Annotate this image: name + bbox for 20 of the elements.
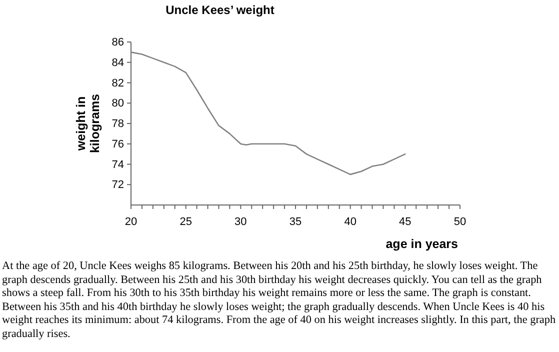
x-tick-label: 50	[454, 216, 466, 228]
y-tick-label: 84	[112, 56, 124, 69]
x-tick-label: 25	[180, 216, 192, 228]
y-tick-label: 82	[112, 77, 124, 90]
y-tick-label: 78	[112, 118, 124, 130]
y-tick-label: 86	[112, 36, 124, 49]
y-tick-label: 76	[112, 138, 124, 150]
line-series	[130, 52, 406, 176]
x-tick-label: 30	[234, 216, 247, 228]
text: At the age of 20, Uncle Kees weighs 85 kilograms. Between his 20th and his 25th birthday, he slowly loses weight. The graph descends gradually. Between his 25th and his 30th birthday his weight decreases quickly. You can tell as the graph shows a steep fall. From his 30th to his 35th birthday his weight remains more or less the same. The graph is constant. Between his 35th and his 40th birthday he slowly loses weight; the graph gradually descends. When Uncle Kees is 40 his weight reaches its minimum: about 74 kilograms. From the age of 40 on his weight increases slightly. In this part, the graph gradually rises.	[2, 260, 557, 342]
y-tick-label: 80	[112, 98, 124, 110]
chart-title: Uncle Kees’ weight	[166, 3, 274, 17]
y-axis-title: weight in kilograms	[74, 94, 102, 154]
x-axis-title: age in years	[386, 237, 458, 251]
y-tick-label: 72	[112, 179, 124, 192]
x-tick-label: 35	[289, 216, 302, 228]
x-tick-label: 20	[124, 216, 138, 228]
y-tick-label: 74	[112, 158, 124, 171]
x-tick-label: 45	[399, 216, 412, 228]
x-tick-label: 40	[344, 216, 356, 228]
